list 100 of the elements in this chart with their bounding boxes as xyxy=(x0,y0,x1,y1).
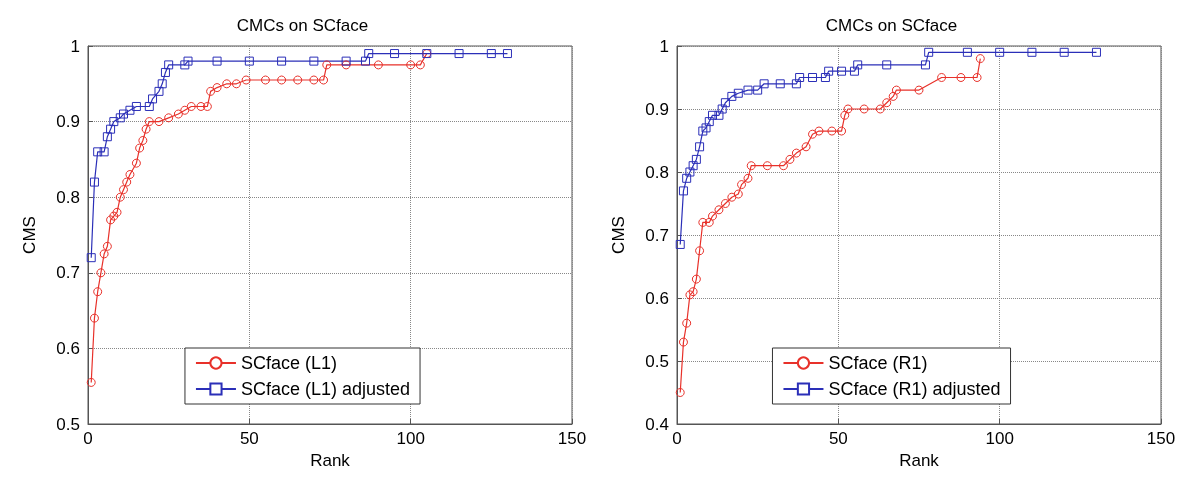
point xyxy=(914,85,924,95)
y-tick-label: 0.4 xyxy=(645,414,669,434)
y-tick-label: 0.6 xyxy=(56,338,80,358)
point xyxy=(157,79,167,89)
point xyxy=(682,318,692,328)
x-tick-label: 50 xyxy=(828,429,848,448)
x-tick-label: 0 xyxy=(83,429,93,448)
x-axis-title: Rank xyxy=(899,450,940,470)
point xyxy=(708,211,717,221)
legend-label: SCface (R1) xyxy=(828,353,928,373)
point xyxy=(808,129,818,139)
point xyxy=(277,56,287,66)
point xyxy=(319,75,329,85)
point xyxy=(1059,47,1069,57)
point xyxy=(115,113,125,123)
point xyxy=(714,110,724,120)
point xyxy=(995,47,1005,57)
point xyxy=(707,110,717,120)
point xyxy=(454,49,464,59)
point xyxy=(820,73,830,82)
point xyxy=(141,124,151,134)
point xyxy=(691,154,701,164)
point xyxy=(746,161,756,171)
point xyxy=(691,274,701,284)
point xyxy=(415,60,425,70)
point xyxy=(89,313,99,323)
point xyxy=(937,73,947,82)
point xyxy=(118,109,128,119)
point xyxy=(96,268,106,278)
y-tick-label: 0.9 xyxy=(56,112,80,132)
point xyxy=(390,49,400,59)
legend-label: SCface (R1) adjusted xyxy=(828,379,1001,399)
point xyxy=(727,192,737,202)
point xyxy=(801,142,811,152)
point xyxy=(119,185,128,195)
point xyxy=(293,75,303,85)
point xyxy=(737,180,747,190)
point xyxy=(882,98,892,108)
point xyxy=(212,56,222,66)
point xyxy=(138,136,148,145)
point xyxy=(125,105,135,115)
y-tick-label: 1 xyxy=(659,36,669,56)
point xyxy=(720,98,730,108)
point xyxy=(685,167,695,177)
point xyxy=(406,60,416,70)
point xyxy=(89,177,99,187)
x-tick-label: 150 xyxy=(1146,429,1176,448)
y-tick-label: 0.7 xyxy=(56,263,80,283)
point xyxy=(154,86,164,96)
point xyxy=(695,142,705,152)
point xyxy=(206,86,216,96)
point xyxy=(837,66,847,76)
point xyxy=(1027,47,1037,57)
legend-label: SCface (L1) xyxy=(240,353,337,373)
point xyxy=(106,215,116,225)
point xyxy=(102,241,112,251)
point xyxy=(131,158,141,168)
point xyxy=(775,79,785,89)
point xyxy=(678,337,688,347)
point xyxy=(99,249,109,259)
point xyxy=(962,47,972,57)
point xyxy=(975,54,985,64)
point xyxy=(202,101,212,111)
point xyxy=(109,211,119,221)
point xyxy=(180,60,190,70)
point xyxy=(682,173,692,183)
point xyxy=(849,66,859,76)
point xyxy=(260,75,270,85)
point xyxy=(695,246,705,256)
y-tick-label: 1 xyxy=(70,36,80,56)
point xyxy=(840,110,850,120)
point xyxy=(183,56,193,66)
point xyxy=(99,147,109,157)
point xyxy=(222,79,232,89)
point xyxy=(173,109,183,119)
point xyxy=(675,388,685,397)
point xyxy=(762,161,772,171)
point xyxy=(341,60,351,70)
point xyxy=(733,88,743,98)
point xyxy=(888,91,898,101)
point xyxy=(688,161,698,171)
x-tick-label: 150 xyxy=(557,429,587,448)
point xyxy=(122,177,132,187)
point xyxy=(148,94,158,104)
point xyxy=(704,217,714,227)
y-tick-label: 0.7 xyxy=(645,225,669,245)
point xyxy=(785,154,795,164)
point xyxy=(743,173,753,183)
legend-label: SCface (L1) adjusted xyxy=(240,379,411,399)
point xyxy=(112,207,122,217)
point xyxy=(309,56,319,66)
point xyxy=(277,75,287,85)
y-tick-label: 0.8 xyxy=(645,162,669,182)
point xyxy=(502,49,512,59)
point xyxy=(675,239,685,249)
point xyxy=(778,161,788,171)
point xyxy=(180,105,190,115)
point xyxy=(753,85,763,95)
point xyxy=(837,126,847,136)
point xyxy=(106,124,116,134)
